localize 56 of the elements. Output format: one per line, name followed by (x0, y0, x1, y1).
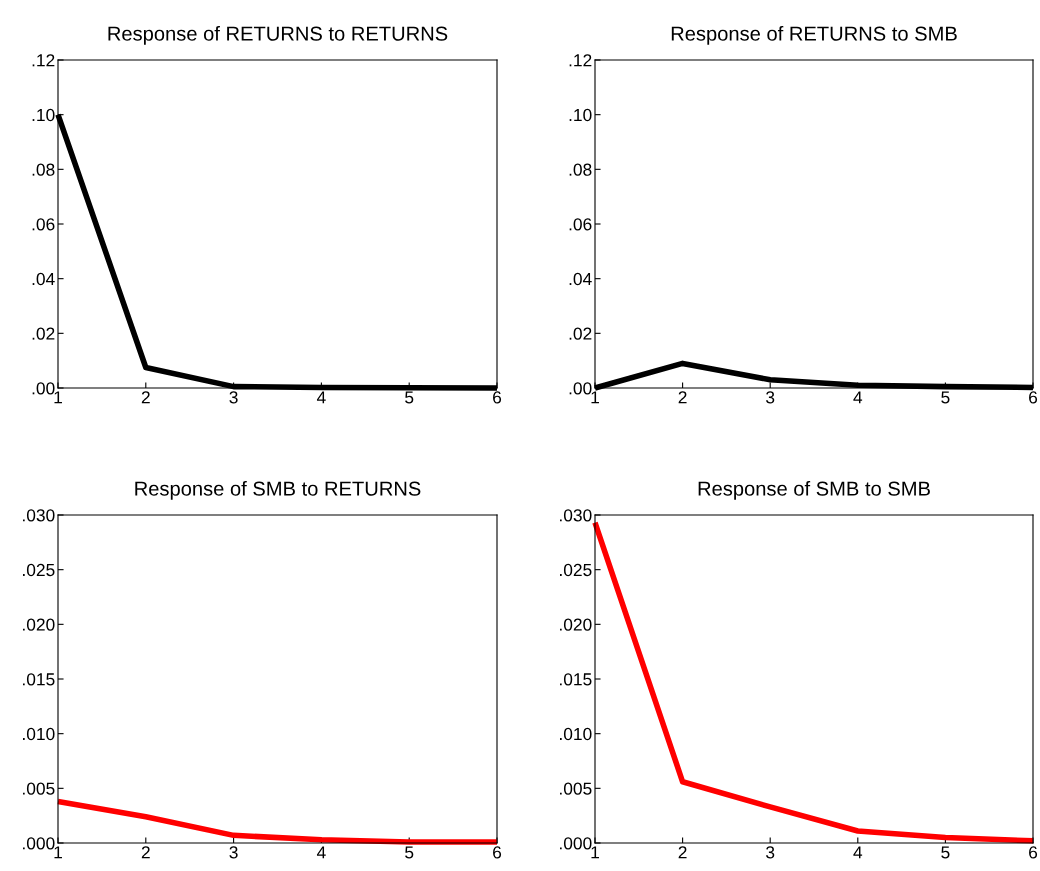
x-tick-label: 2 (678, 391, 687, 404)
x-tick-label: 5 (941, 391, 950, 404)
x-tick-label: 4 (853, 846, 863, 859)
y-tick-label: .005 (560, 782, 592, 795)
x-tick-label: 1 (591, 391, 599, 404)
y-tick-label: .00 (569, 382, 592, 395)
x-tick-label: 6 (493, 846, 502, 859)
y-tick-label: .04 (569, 272, 592, 286)
x-tick-label: 1 (54, 391, 62, 404)
x-tick-label: 4 (316, 391, 326, 404)
x-tick-label: 1 (591, 846, 599, 859)
y-tick-label: .08 (32, 163, 55, 176)
x-tick-label: 6 (1029, 846, 1038, 859)
x-tick-label: 6 (493, 391, 502, 404)
y-tick-label: .010 (23, 727, 55, 741)
chart-title: Response of SMB to RETURNS (135, 480, 421, 500)
x-tick-label: 1 (54, 846, 62, 859)
chart-title: Response of RETURNS to RETURNS (108, 25, 448, 45)
chart-title: Response of SMB to SMB (698, 480, 930, 500)
y-tick-label: .020 (560, 618, 592, 631)
y-tick-label: .10 (569, 108, 592, 122)
x-tick-label: 5 (405, 391, 414, 404)
y-tick-label: .030 (560, 509, 592, 522)
x-tick-label: 5 (941, 846, 950, 859)
x-tick-label: 2 (141, 846, 150, 859)
y-tick-label: .08 (569, 163, 592, 176)
y-tick-label: .06 (32, 218, 55, 231)
y-tick-label: .12 (32, 54, 55, 67)
x-tick-label: 3 (766, 846, 775, 859)
x-tick-label: 4 (316, 846, 326, 859)
y-tick-label: .000 (23, 837, 55, 850)
x-tick-label: 3 (229, 391, 238, 404)
x-tick-label: 5 (405, 846, 414, 859)
x-tick-label: 3 (766, 391, 775, 404)
y-tick-label: .015 (23, 673, 55, 686)
y-tick-label: .015 (560, 673, 592, 686)
chart-title: Response of RETURNS to SMB (671, 25, 957, 45)
y-tick-label: .00 (32, 382, 55, 395)
y-tick-label: .020 (23, 618, 55, 631)
x-tick-label: 6 (1029, 391, 1038, 404)
y-tick-label: .06 (569, 218, 592, 231)
x-tick-label: 3 (229, 846, 238, 859)
y-tick-label: .025 (560, 563, 592, 577)
x-tick-label: 2 (678, 846, 687, 859)
x-tick-label: 4 (853, 391, 863, 404)
y-tick-label: .02 (569, 327, 592, 340)
x-tick-label: 2 (141, 391, 150, 404)
y-tick-label: .10 (32, 108, 55, 122)
y-tick-label: .025 (23, 563, 55, 577)
y-tick-label: .030 (23, 509, 55, 522)
y-tick-label: .02 (32, 327, 55, 340)
y-tick-label: .005 (23, 782, 55, 795)
y-tick-label: .000 (560, 837, 592, 850)
y-tick-label: .010 (560, 727, 592, 741)
y-tick-label: .12 (569, 54, 592, 67)
y-tick-label: .04 (32, 272, 55, 286)
